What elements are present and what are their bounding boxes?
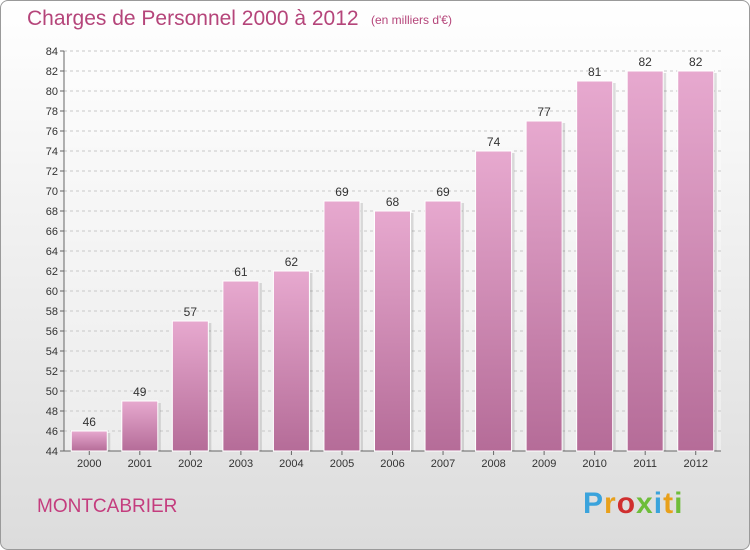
logo-letter: i	[674, 487, 684, 520]
y-tick-label: 60	[46, 286, 58, 298]
data-label: 77	[537, 105, 551, 119]
y-tick-label: 52	[46, 366, 58, 378]
data-label: 62	[285, 255, 299, 269]
y-tick-label: 76	[46, 126, 58, 138]
x-tick-label: 2010	[582, 458, 606, 470]
data-label: 82	[689, 55, 703, 69]
y-tick-label: 58	[46, 306, 58, 318]
y-tick-label: 46	[46, 426, 58, 438]
data-label: 49	[133, 385, 147, 399]
data-label: 46	[83, 415, 97, 429]
x-tick-label: 2008	[481, 458, 505, 470]
y-tick-label: 54	[46, 346, 58, 358]
bar-2004	[272, 270, 310, 452]
y-tick-label: 50	[46, 386, 58, 398]
logo-letter: i	[653, 487, 664, 520]
y-tick-label: 62	[46, 266, 58, 278]
logo-letter: o	[616, 487, 637, 520]
x-tick-label: 2012	[683, 458, 707, 470]
logo-letter: P	[583, 487, 605, 520]
bar-2005	[323, 200, 361, 452]
y-tick-label: 84	[46, 46, 58, 58]
data-label: 68	[386, 195, 400, 209]
y-tick-label: 66	[46, 226, 58, 238]
x-tick-label: 2000	[77, 458, 101, 470]
proxiti-logo: Proxiti	[583, 487, 683, 521]
chart-title: Charges de Personnel 2000 à 2012	[27, 7, 359, 30]
x-tick-label: 2002	[178, 458, 202, 470]
chart-subtitle: (en milliers d'€)	[371, 13, 452, 27]
data-label: 69	[436, 185, 450, 199]
bar-2001	[121, 400, 159, 452]
y-tick-label: 72	[46, 166, 58, 178]
y-tick-label: 56	[46, 326, 58, 338]
y-tick-label: 82	[46, 66, 58, 78]
bar-2003	[222, 280, 260, 452]
x-tick-label: 2001	[128, 458, 152, 470]
y-tick-label: 64	[46, 246, 58, 258]
x-tick-label: 2006	[380, 458, 404, 470]
bar-2009	[525, 120, 563, 452]
bar-2011	[626, 70, 664, 452]
bar-2010	[576, 80, 614, 452]
bar-2000	[70, 430, 108, 452]
data-label: 61	[234, 265, 248, 279]
data-label: 82	[639, 55, 653, 69]
x-tick-label: 2011	[633, 458, 657, 470]
y-tick-label: 74	[46, 146, 58, 158]
bar-2007	[424, 200, 462, 452]
commune-name: MONTCABRIER	[37, 496, 178, 517]
bar-2002	[171, 320, 209, 452]
y-tick-label: 80	[46, 86, 58, 98]
bar-2006	[374, 210, 411, 452]
bar-2008	[475, 150, 513, 452]
x-tick-label: 2005	[330, 458, 354, 470]
logo-letter: x	[636, 487, 654, 520]
x-tick-label: 2009	[532, 458, 556, 470]
data-label: 57	[184, 305, 198, 319]
data-label: 69	[335, 185, 349, 199]
x-tick-label: 2004	[279, 458, 303, 470]
y-tick-label: 68	[46, 206, 58, 218]
logo-letter: t	[663, 487, 675, 520]
y-tick-label: 44	[46, 446, 58, 458]
data-label: 74	[487, 135, 501, 149]
x-tick-label: 2003	[229, 458, 253, 470]
y-tick-label: 78	[46, 106, 58, 118]
data-label: 81	[588, 65, 602, 79]
logo-letter: r	[604, 487, 617, 520]
y-tick-label: 48	[46, 406, 58, 418]
x-tick-label: 2007	[431, 458, 455, 470]
bar-2012	[677, 70, 715, 452]
y-tick-label: 70	[46, 186, 58, 198]
